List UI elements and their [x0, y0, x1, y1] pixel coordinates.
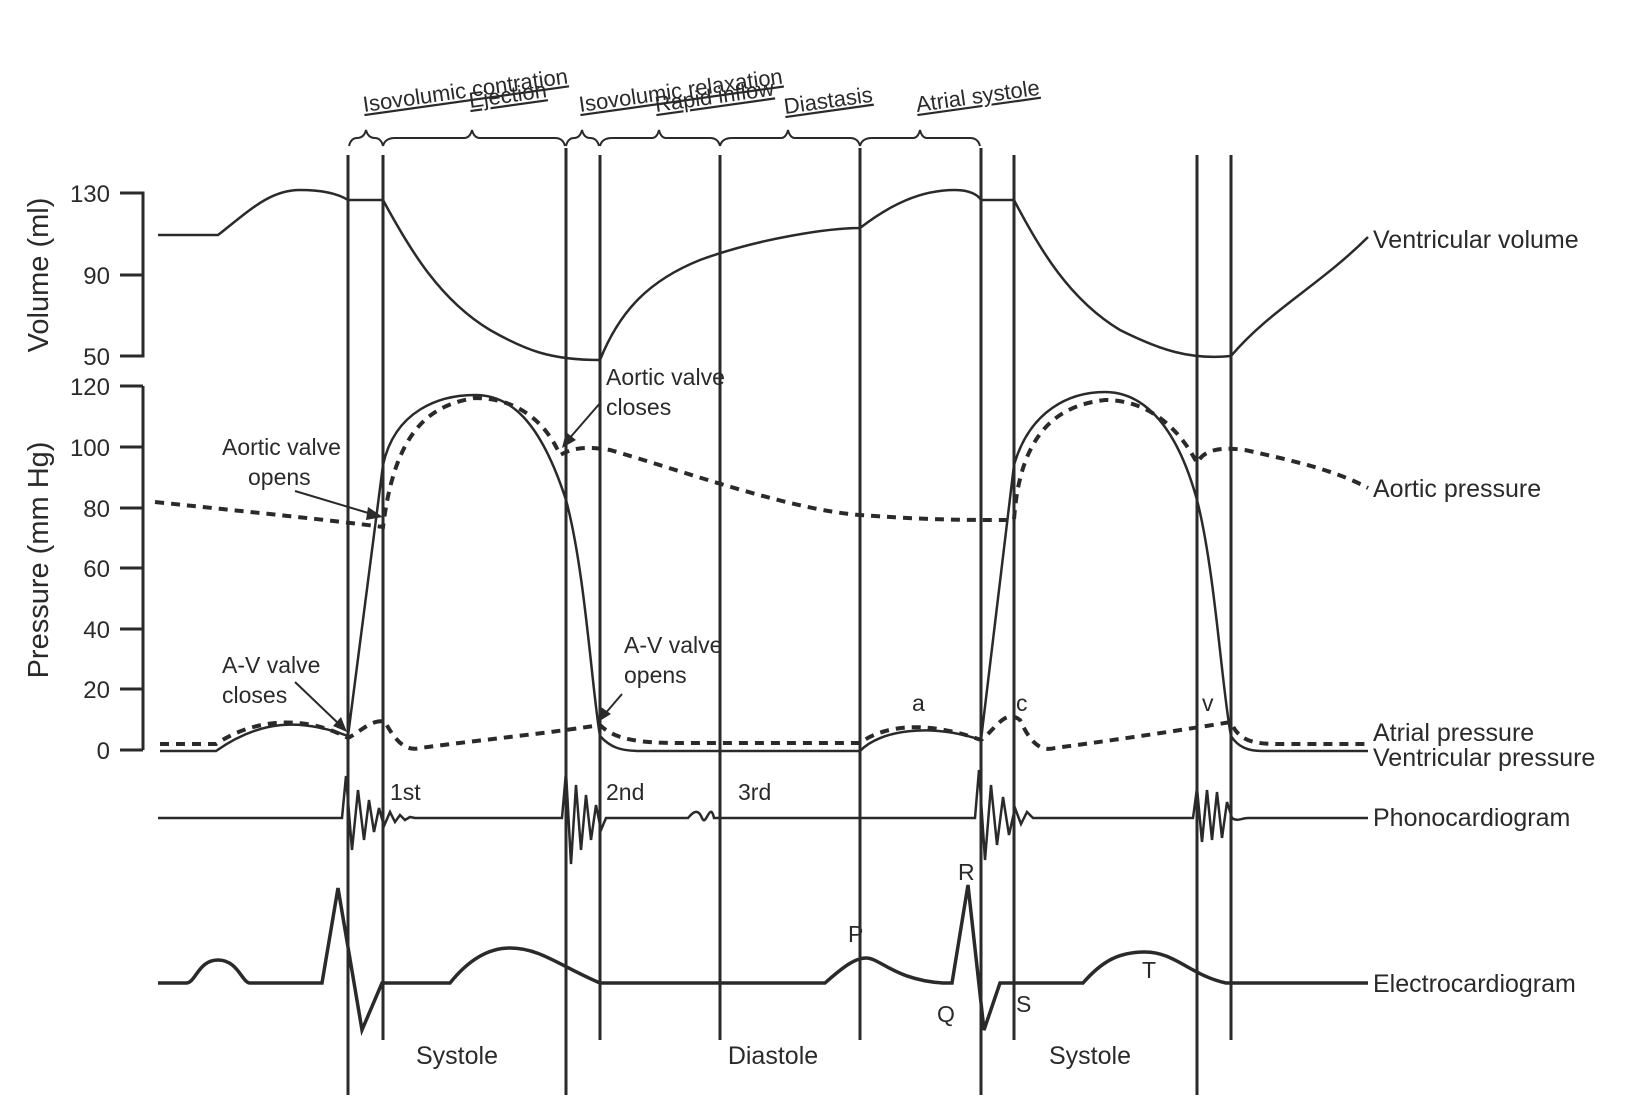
label-wave-c: c: [1016, 690, 1028, 716]
phase-labels: Isovolumic contration Ejection Isovolumi…: [361, 63, 1041, 119]
label-ecg-r: R: [958, 859, 975, 885]
annotation-aortic-valve-opens: Aortic valve opens: [222, 434, 347, 490]
arrowhead-av-valve-opens: [598, 707, 611, 722]
phase-label-diastasis: Diastasis: [782, 82, 874, 119]
arrowhead-av-valve-closes: [333, 717, 347, 732]
pressure-tick-80: 80: [83, 496, 110, 523]
event-lines: [346, 148, 1233, 1095]
label-ventricular-volume: Ventricular volume: [1373, 226, 1579, 254]
pressure-tick-100: 100: [70, 435, 110, 462]
electrocardiogram-trace: [158, 884, 1368, 1037]
brace-diastasis: [719, 129, 861, 147]
pressure-axis: 120 100 80 60 40 20 0 Pressure (mm Hg): [23, 374, 145, 765]
label-wave-a: a: [912, 690, 925, 716]
pressure-axis-title: Pressure (mm Hg): [23, 442, 55, 679]
arrow-aortic-valve-closes: [567, 401, 602, 441]
label-phonocardiogram: Phonocardiogram: [1373, 804, 1570, 832]
pressure-tick-120: 120: [70, 374, 110, 401]
volume-tick-50: 50: [83, 344, 110, 371]
label-ecg-t: T: [1142, 957, 1156, 983]
arrow-aortic-valve-opens: [294, 490, 376, 516]
brace-ejection: [382, 129, 566, 147]
aortic-pressure-curve: [154, 395, 1369, 530]
volume-tick-90: 90: [83, 263, 110, 290]
label-electrocardiogram: Electrocardiogram: [1373, 970, 1576, 998]
phase-braces: [348, 129, 981, 147]
label-wave-v: v: [1202, 690, 1214, 716]
pressure-annotations: Aortic valve opens Aortic valve closes A…: [222, 364, 1214, 732]
annotation-av-valve-closes: A-V valve closes: [222, 652, 327, 708]
ventricular-pressure-curve: [160, 390, 1368, 753]
volume-tick-130: 130: [70, 181, 110, 208]
pressure-tick-20: 20: [83, 677, 110, 704]
label-ecg-s: S: [1016, 991, 1031, 1017]
pressure-tick-40: 40: [83, 617, 110, 644]
label-atrial-pressure: Atrial pressure: [1373, 719, 1534, 747]
label-aortic-pressure: Aortic pressure: [1373, 475, 1541, 503]
label-heart-sound-2: 2nd: [606, 779, 644, 805]
period-label-diastole: Diastole: [728, 1042, 818, 1070]
period-label-systole-1: Systole: [416, 1042, 498, 1070]
atrial-pressure-curve: [160, 714, 1368, 751]
annotation-av-valve-opens: A-V valve opens: [624, 632, 729, 688]
arrowhead-aortic-valve-closes: [562, 432, 576, 448]
pressure-tick-60: 60: [83, 556, 110, 583]
arrow-av-valve-closes: [294, 681, 341, 726]
volume-axis-title: Volume (ml): [23, 198, 55, 353]
phonocardiogram-trace: [158, 769, 1368, 865]
annotation-aortic-valve-closes: Aortic valve closes: [606, 364, 731, 420]
brace-isovolumic-relaxation: [565, 129, 600, 147]
label-ecg-p: P: [848, 921, 863, 947]
brace-isovolumic-contraction: [348, 129, 384, 147]
label-heart-sound-3: 3rd: [738, 779, 771, 805]
brace-atrial-systole: [859, 129, 981, 147]
period-label-systole-2: Systole: [1049, 1042, 1131, 1070]
ventricular-volume-curve: [158, 188, 1369, 362]
phase-label-atrial-systole: Atrial systole: [914, 75, 1041, 117]
label-heart-sound-1: 1st: [390, 779, 421, 805]
brace-rapid-inflow: [599, 129, 721, 147]
volume-axis: 130 90 50 Volume (ml): [23, 181, 145, 371]
pressure-tick-0: 0: [97, 738, 110, 765]
arrowhead-aortic-valve-opens: [366, 507, 383, 520]
label-ventricular-pressure: Ventricular pressure: [1373, 744, 1595, 772]
label-ecg-q: Q: [937, 1001, 955, 1027]
